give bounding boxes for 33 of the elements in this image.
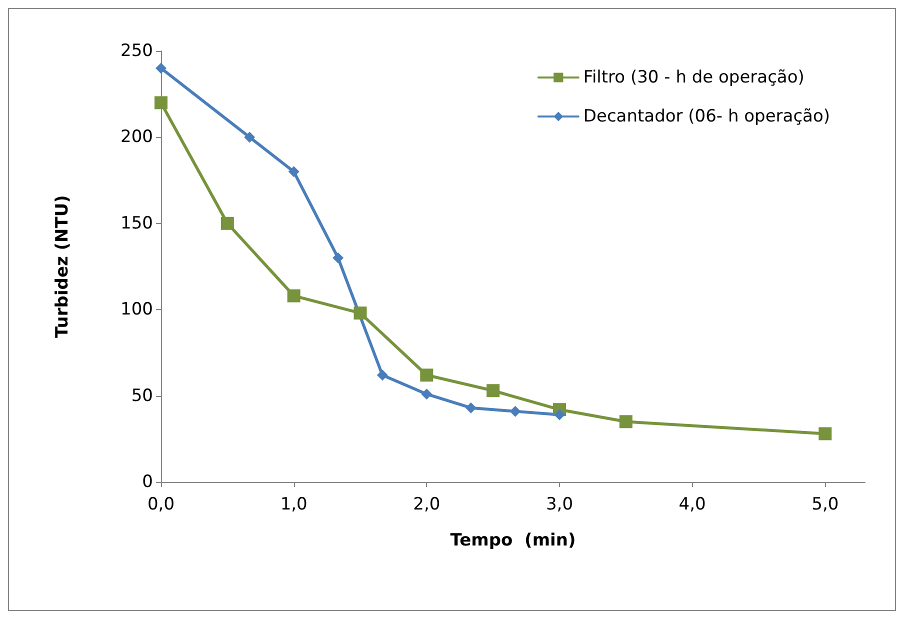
point bbox=[421, 388, 432, 400]
y-tick-label: 150 bbox=[120, 213, 153, 234]
point bbox=[244, 132, 256, 143]
point bbox=[220, 216, 234, 230]
y-axis-title: Turbidez (NTU) bbox=[52, 195, 72, 338]
point bbox=[287, 289, 300, 302]
point bbox=[156, 62, 166, 74]
x-axis-title: Tempo (min) bbox=[450, 530, 576, 550]
point bbox=[288, 166, 300, 178]
point bbox=[619, 415, 632, 428]
point bbox=[486, 384, 500, 398]
x-tick-label: 4,0 bbox=[678, 494, 706, 514]
y-tick-label: 0 bbox=[142, 472, 153, 492]
point bbox=[465, 402, 476, 414]
x-tick-label: 0,0 bbox=[147, 494, 175, 514]
point bbox=[818, 427, 832, 440]
y-tick-label: 100 bbox=[120, 300, 153, 320]
x-tick-label: 2,0 bbox=[413, 494, 440, 514]
x-tick-label: 5,0 bbox=[812, 494, 839, 514]
legend-label: Decantador (06- h operação) bbox=[583, 106, 830, 126]
legend-label: Filtro (30 - h de operação) bbox=[583, 68, 804, 88]
y-tick-label: 250 bbox=[120, 41, 153, 61]
point bbox=[420, 368, 434, 382]
point bbox=[510, 406, 521, 417]
x-tick-label: 3,0 bbox=[546, 494, 574, 514]
point bbox=[332, 252, 344, 264]
point bbox=[376, 370, 388, 381]
x-tick-label: 1,0 bbox=[280, 494, 308, 514]
point bbox=[354, 306, 367, 320]
y-tick-label: 50 bbox=[131, 386, 153, 406]
point bbox=[554, 409, 565, 420]
point bbox=[154, 96, 168, 110]
y-tick-label: 200 bbox=[120, 127, 153, 148]
